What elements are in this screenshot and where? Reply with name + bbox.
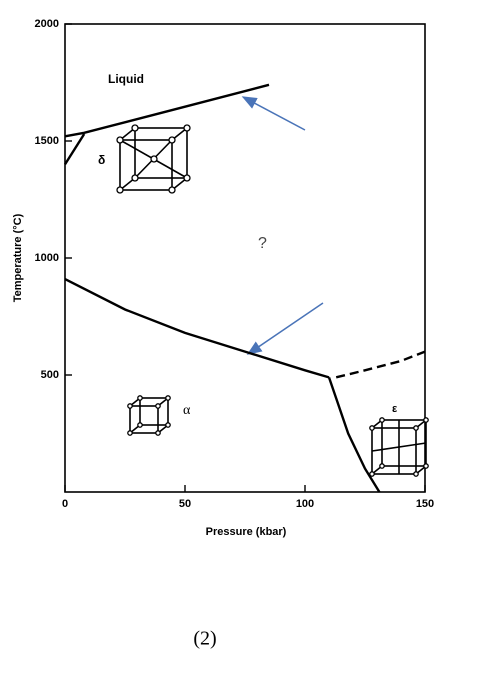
region-label: ε xyxy=(392,403,398,415)
x-axis-label: Pressure (kbar) xyxy=(206,526,287,538)
x-tick-label: 50 xyxy=(179,498,191,510)
y-tick-label: 1000 xyxy=(35,252,59,264)
plot-frame xyxy=(64,23,426,493)
phase-boundary xyxy=(327,376,381,493)
x-tick-label: 0 xyxy=(62,498,68,510)
region-label: α xyxy=(183,403,191,418)
crystal-icon xyxy=(127,395,171,436)
arrow xyxy=(241,96,306,131)
region-label: δ xyxy=(98,153,105,167)
y-axis-label: Temperature (°C) xyxy=(12,213,24,302)
phase-boundary xyxy=(63,133,86,166)
region-label: Liquid xyxy=(108,72,144,86)
crystal-icon xyxy=(116,124,191,194)
phase-boundary xyxy=(64,83,270,138)
y-tick-label: 2000 xyxy=(35,18,59,30)
caption: (2) xyxy=(193,628,216,650)
x-tick-label: 150 xyxy=(416,498,434,510)
region-label: ? xyxy=(258,235,267,252)
phase-boundary xyxy=(64,277,330,379)
phase-boundary xyxy=(335,350,426,379)
x-tick-label: 100 xyxy=(296,498,314,510)
crystal-icon xyxy=(369,417,429,477)
y-tick-label: 1500 xyxy=(35,135,59,147)
y-tick-label: 500 xyxy=(41,369,59,381)
arrow xyxy=(246,302,324,355)
